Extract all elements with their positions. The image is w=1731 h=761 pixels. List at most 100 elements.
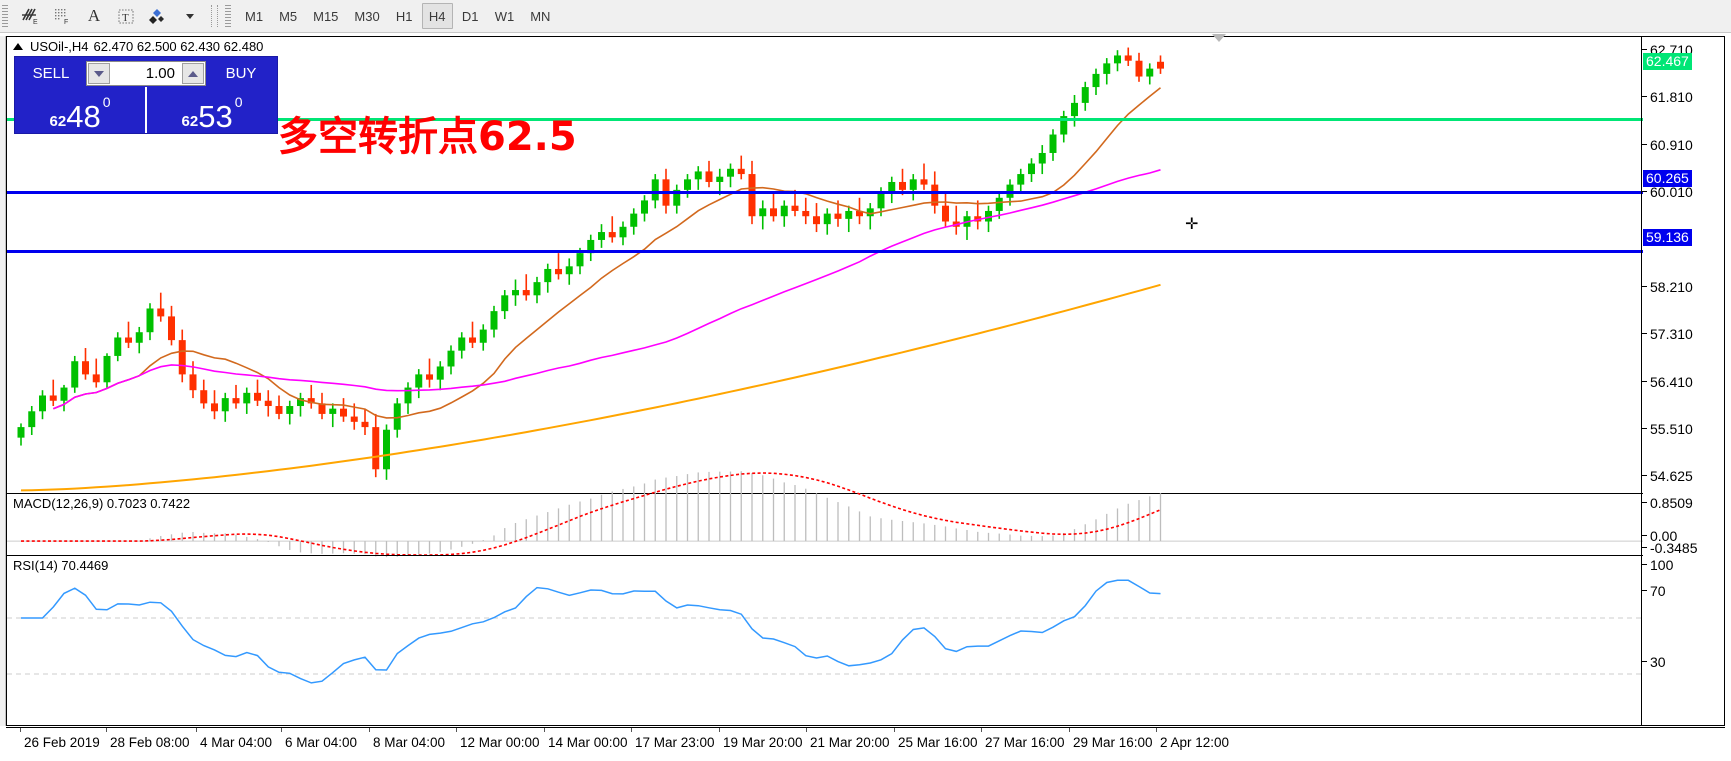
time-axis-mark	[894, 728, 895, 732]
price-axis-tick: 60.010	[1642, 184, 1693, 200]
time-axis-mark	[719, 728, 720, 732]
time-axis-mark	[544, 728, 545, 732]
buy-price-lead: 62	[181, 113, 199, 130]
sell-price-lead: 62	[49, 113, 67, 130]
time-axis-mark	[456, 728, 457, 732]
crosshair-marker: ✛	[1185, 216, 1199, 233]
indicator-axis-tick: 70	[1642, 583, 1666, 599]
time-axis-label: 12 Mar 00:00	[460, 735, 540, 750]
time-axis-label: 25 Mar 16:00	[898, 735, 978, 750]
time-axis-label: 26 Feb 2019	[24, 735, 100, 750]
time-axis-mark	[1156, 728, 1157, 732]
volume-increase-button[interactable]	[182, 63, 204, 84]
price-axis-tick: 55.510	[1642, 421, 1693, 437]
time-axis-label: 21 Mar 20:00	[810, 735, 890, 750]
svg-text:E: E	[33, 19, 38, 26]
time-axis-mark	[281, 728, 282, 732]
buy-price[interactable]: 62 53 0	[147, 87, 277, 133]
time-axis-label: 27 Mar 16:00	[985, 735, 1065, 750]
time-axis-label: 28 Feb 08:00	[110, 735, 190, 750]
indicators-icon[interactable]: F	[46, 2, 78, 30]
time-axis-mark	[631, 728, 632, 732]
svg-text:T: T	[122, 12, 129, 24]
time-axis-label: 29 Mar 16:00	[1073, 735, 1153, 750]
indicator-axis-tick: -0.3485	[1642, 540, 1697, 556]
volume-stepper[interactable]: 1.00	[86, 61, 206, 86]
chart-symbol-label: USOil-,H4	[30, 39, 89, 54]
indicator-axis-tick: 30	[1642, 654, 1666, 670]
text-tool-icon[interactable]: A	[87, 6, 101, 25]
time-axis-mark	[1069, 728, 1070, 732]
resistance-level-line	[7, 191, 1643, 194]
chart-ohlc-values: 62.470 62.500 62.430 62.480	[93, 39, 264, 54]
sell-button[interactable]: SELL	[32, 64, 70, 82]
indicator-axis-tick: 0.8509	[1642, 495, 1693, 511]
price-axis-badge: 62.467	[1643, 53, 1692, 71]
price-pane[interactable]: ✛	[7, 34, 1643, 493]
objects-icon[interactable]	[142, 2, 174, 30]
time-axis-mark	[981, 728, 982, 732]
timeframe-button-h1[interactable]: H1	[395, 8, 413, 24]
time-axis[interactable]: 26 Feb 2019 28 Feb 08:00 4 Mar 04:00 6 Mar …	[6, 727, 1725, 759]
chevron-down-icon[interactable]	[174, 2, 206, 30]
support-level-line	[7, 250, 1643, 253]
price-axis-tick: 60.910	[1642, 137, 1693, 153]
price-axis[interactable]: 62.710 61.810 60.910 60.010 58.210 57.310 56.4…	[1641, 37, 1724, 725]
price-plot	[17, 47, 1164, 492]
timeframe-button-h4[interactable]: H4	[421, 3, 453, 29]
toolbar-grip[interactable]	[2, 5, 8, 27]
timeframe-button-mn[interactable]: MN	[530, 8, 551, 24]
expert-advisor-icon[interactable]: E	[14, 2, 46, 30]
buy-price-fraction: 0	[234, 94, 243, 110]
chart-symbol-header: USOil-,H4 62.470 62.500 62.430 62.480	[7, 37, 1724, 56]
price-axis-tick: 57.310	[1642, 326, 1693, 342]
time-axis-label: 14 Mar 00:00	[548, 735, 628, 750]
price-axis-tick: 61.810	[1642, 89, 1693, 105]
left-gutter[interactable]	[0, 36, 6, 726]
price-axis-tick: 56.410	[1642, 374, 1693, 390]
chart-shift-marker[interactable]	[1212, 34, 1226, 42]
timeframe-button-m5[interactable]: M5	[279, 8, 298, 24]
timeframe-bar: M1 M5 M15 M30 H1 H4 D1 W1 MN	[237, 3, 558, 29]
time-axis-label: 2 Apr 12:00	[1160, 735, 1230, 750]
sell-price[interactable]: 62 48 0	[15, 87, 145, 133]
sell-price-big: 48	[66, 99, 101, 134]
timeframe-button-m15[interactable]: M15	[313, 8, 339, 24]
macd-plot	[7, 471, 1643, 558]
timeframe-button-w1[interactable]: W1	[494, 8, 515, 24]
one-click-trading-panel[interactable]: SELL 1.00 BUY 62 48 0 62 53 0	[14, 56, 278, 134]
time-axis-label: 19 Mar 20:00	[723, 735, 803, 750]
chart-annotation-text: 多空转折点62.5	[278, 114, 577, 160]
bid-level-line	[7, 118, 1643, 121]
sell-price-fraction: 0	[102, 94, 111, 110]
timeframe-grip[interactable]	[225, 5, 231, 27]
collapse-triangle-icon[interactable]	[13, 43, 23, 50]
volume-decrease-button[interactable]	[88, 63, 110, 84]
price-axis-tick: 58.210	[1642, 279, 1693, 295]
price-axis-badge: 60.265	[1643, 169, 1692, 187]
trade-panel-prices-row: 62 48 0 62 53 0	[15, 87, 277, 133]
time-axis-mark	[806, 728, 807, 732]
timeframe-button-m1[interactable]: M1	[245, 8, 264, 24]
macd-pane[interactable]: MACD(12,26,9) 0.7023 0.7422	[7, 471, 1643, 558]
chart-area[interactable]: USOil-,H4 62.470 62.500 62.430 62.480 ✛ …	[6, 34, 1725, 726]
timeframe-button-d1[interactable]: D1	[461, 8, 479, 24]
time-axis-mark	[20, 728, 21, 732]
rsi-pane[interactable]: RSI(14) 70.4469	[7, 555, 1643, 725]
label-tool-icon[interactable]: T	[110, 2, 142, 30]
macd-label: MACD(12,26,9) 0.7023 0.7422	[13, 496, 191, 511]
time-axis-mark	[369, 728, 370, 732]
price-axis-badge: 59.136	[1643, 229, 1692, 247]
volume-value[interactable]: 1.00	[145, 65, 175, 82]
trade-panel-top-row: SELL 1.00 BUY	[15, 57, 277, 87]
timeframe-button-m30[interactable]: M30	[354, 8, 380, 24]
buy-price-big: 53	[198, 99, 233, 134]
rsi-plot	[7, 579, 1643, 684]
time-axis-mark	[106, 728, 107, 732]
time-axis-label: 6 Mar 04:00	[285, 735, 358, 750]
time-axis-mark	[196, 728, 197, 732]
indicator-axis-tick: 100	[1642, 557, 1673, 573]
buy-button[interactable]: BUY	[225, 64, 257, 82]
time-axis-label: 8 Mar 04:00	[373, 735, 446, 750]
